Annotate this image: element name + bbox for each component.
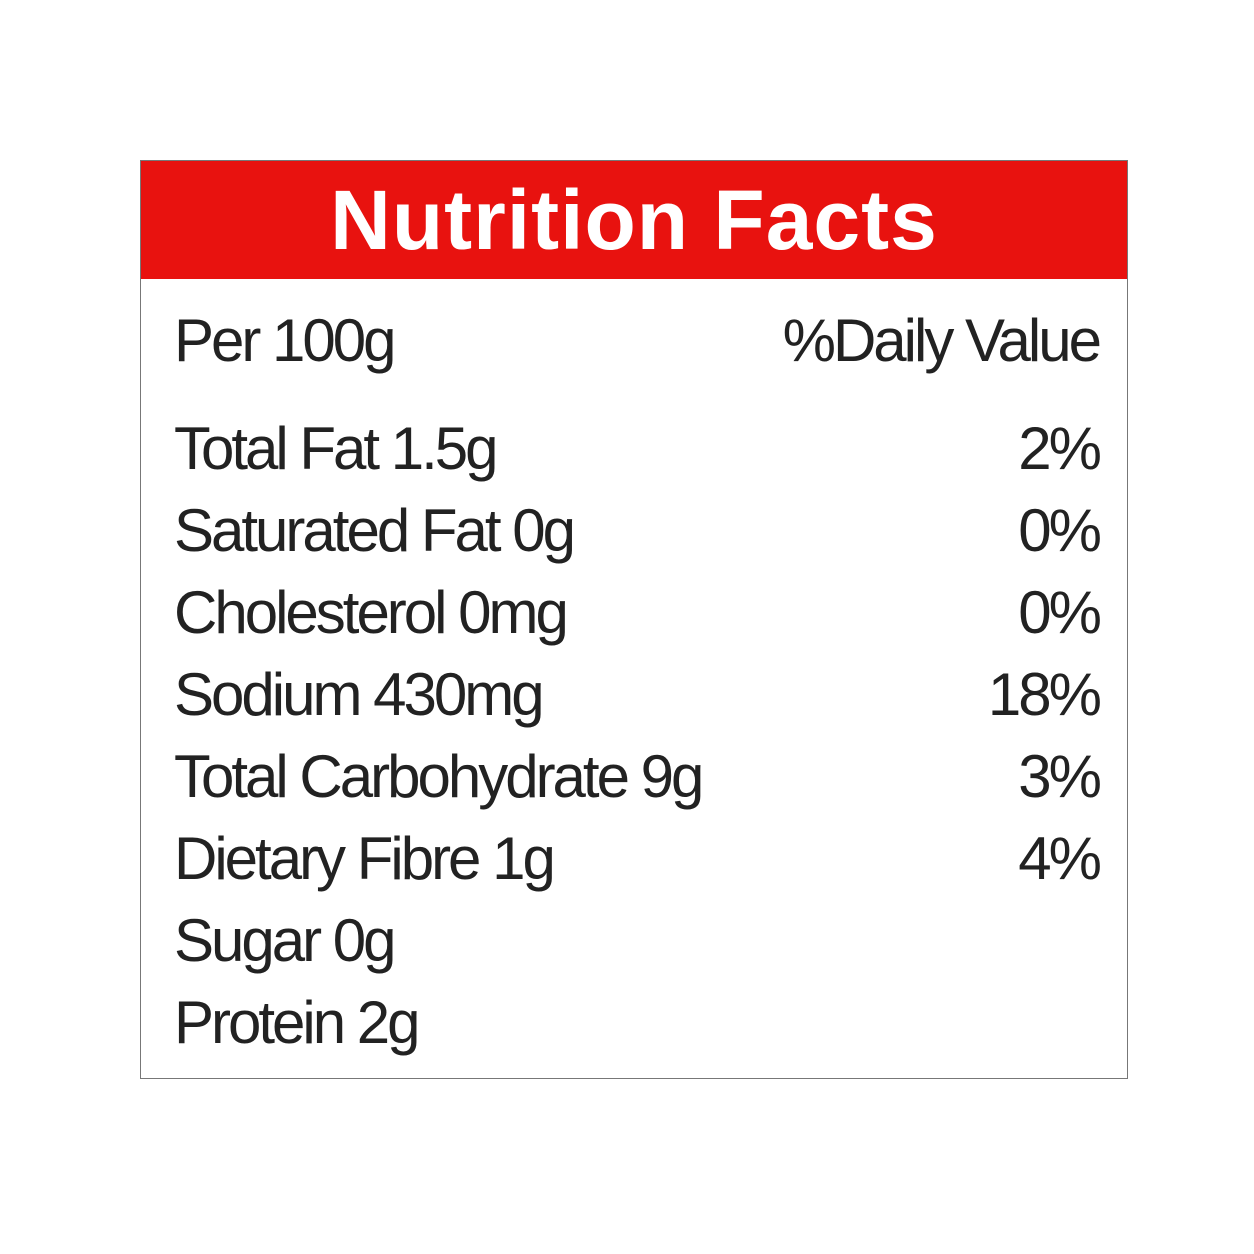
daily-value: 3% bbox=[1018, 743, 1102, 810]
nutrient: Protein 2g bbox=[174, 989, 421, 1056]
nutrient: Saturated Fat 0g bbox=[174, 497, 576, 564]
nutrition-label: Nutrition Facts Per 100g %Daily Value To… bbox=[140, 160, 1128, 1079]
nutrient: Sugar 0g bbox=[174, 907, 397, 974]
daily-value: 0% bbox=[1018, 497, 1102, 564]
daily-value: 2% bbox=[1018, 415, 1102, 482]
daily-value: 18% bbox=[987, 661, 1102, 728]
nutrient: Total Fat 1.5g bbox=[174, 415, 499, 482]
per-serving: Per 100g bbox=[174, 307, 397, 374]
title: Nutrition Facts bbox=[141, 161, 1127, 279]
nutrient: Cholesterol 0mg bbox=[174, 579, 569, 646]
daily-value: 0% bbox=[1018, 579, 1102, 646]
daily-value: 4% bbox=[1018, 825, 1102, 892]
nutrient: Dietary Fibre 1g bbox=[174, 825, 556, 892]
nutrient: Sodium 430mg bbox=[174, 661, 545, 728]
daily-value-heading: %Daily Value bbox=[782, 307, 1102, 374]
nutrient: Total Carbohydrate 9g bbox=[174, 743, 704, 810]
